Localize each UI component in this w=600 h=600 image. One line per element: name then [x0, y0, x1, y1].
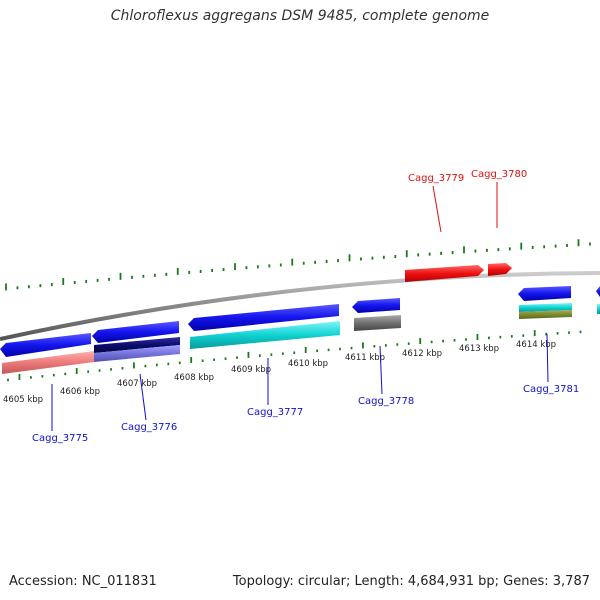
- scale-label: 4613 kbp: [459, 344, 499, 354]
- gene-label-leader: [139, 373, 147, 421]
- gene-class-cyan-3777: [190, 321, 340, 349]
- scale-label: 4605 kbp: [3, 395, 43, 405]
- gene-arrow-cagg-3775[interactable]: [0, 333, 91, 357]
- gene-label[interactable]: Cagg_3777: [247, 407, 303, 418]
- gene-label[interactable]: Cagg_3775: [32, 433, 88, 444]
- gene-arrow-cagg-3780[interactable]: [488, 263, 512, 276]
- map-title: Chloroflexus aggregans DSM 9485, complet…: [110, 8, 490, 24]
- inner-tick-scale: [7, 330, 582, 382]
- scale-label: 4609 kbp: [231, 365, 271, 375]
- scale-label: 4612 kbp: [402, 349, 442, 359]
- scale-label: 4611 kbp: [345, 353, 385, 363]
- gene-label-leader: [546, 333, 549, 383]
- gene-arrow-cagg-3776[interactable]: [92, 321, 179, 343]
- gene-labels: Cagg_3775 Cagg_3776 Cagg_3777 Cagg_3778 Cagg…: [32, 169, 579, 444]
- scale-label: 4610 kbp: [288, 359, 328, 369]
- gene-class-salmon: [2, 351, 94, 374]
- gene-class-navy: [94, 337, 180, 353]
- gene-arrow-cagg-3779[interactable]: [405, 265, 484, 282]
- gene-label[interactable]: Cagg_3781: [523, 384, 579, 395]
- gene-label[interactable]: Cagg_3776: [121, 422, 177, 433]
- genome-backbone: [0, 271, 600, 341]
- scale-label: 4614 kbp: [516, 340, 556, 350]
- gene-label[interactable]: Cagg_3780: [471, 169, 527, 180]
- gene-label-leader: [379, 345, 383, 395]
- genome-stats-text: Topology: circular; Length: 4,684,931 bp…: [232, 574, 590, 589]
- gene-class-cyan-next: [597, 304, 600, 314]
- scale-label: 4608 kbp: [174, 373, 214, 383]
- gene-class-olive-3781: [519, 310, 572, 319]
- gene-arrow-cagg-3781[interactable]: [518, 286, 571, 301]
- gene-label[interactable]: Cagg_3778: [358, 396, 414, 407]
- gene-class-lavender: [94, 345, 180, 362]
- gene-class-gray-3778: [354, 315, 401, 331]
- scale-label: 4607 kbp: [117, 379, 157, 389]
- gene-label[interactable]: Cagg_3779: [408, 173, 464, 184]
- gene-class-cyan-3781: [519, 303, 572, 312]
- gene-label-leader: [432, 185, 442, 233]
- accession-text: Accession: NC_011831: [9, 574, 157, 589]
- gene-arrow-next[interactable]: [596, 286, 600, 297]
- scale-label: 4606 kbp: [60, 387, 100, 397]
- outer-tick-scale: [5, 239, 591, 291]
- gene-arrow-cagg-3777[interactable]: [188, 304, 339, 331]
- gene-arrow-cagg-3778[interactable]: [352, 298, 400, 313]
- scale-labels: 4605 kbp 4606 kbp 4607 kbp 4608 kbp 4609 kbp…: [3, 340, 556, 405]
